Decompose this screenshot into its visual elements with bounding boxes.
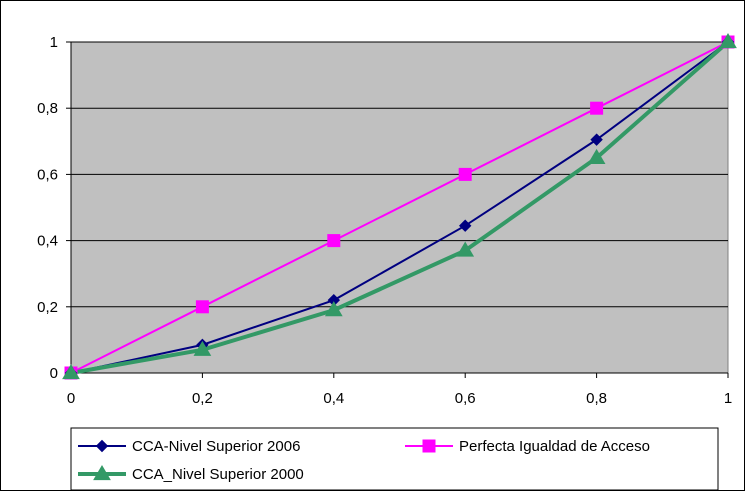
y-tick-label: 0,2 xyxy=(37,299,58,316)
x-tick-label: 1 xyxy=(724,390,732,407)
y-tick-label: 0,8 xyxy=(37,100,58,117)
series-line-square xyxy=(70,41,729,374)
data-point-square xyxy=(327,234,341,248)
legend-marker-square xyxy=(422,439,436,453)
x-tick-label: 0 xyxy=(67,390,75,407)
legend-marker-diamond xyxy=(95,439,109,453)
y-tick-label: 0,6 xyxy=(37,166,58,183)
data-point-square xyxy=(195,300,209,314)
series-line-diamond xyxy=(70,41,729,374)
y-tick-label: 0,4 xyxy=(37,233,58,250)
data-point-triangle xyxy=(62,364,80,380)
x-tick-label: 0,8 xyxy=(586,390,607,407)
data-point-square xyxy=(590,101,604,115)
x-tick-label: 0,4 xyxy=(323,390,344,407)
data-point-triangle xyxy=(456,241,475,257)
x-tick-label: 0,6 xyxy=(455,390,476,407)
legend xyxy=(70,427,719,491)
data-point-triangle xyxy=(719,33,737,49)
legend-marker-triangle xyxy=(93,465,111,481)
data-point-triangle xyxy=(193,340,212,356)
legend-label: CCA_Nivel Superior 2000 xyxy=(132,466,304,483)
data-point-triangle xyxy=(324,301,343,317)
data-point-diamond xyxy=(458,219,472,232)
series-line-triangle xyxy=(70,40,730,375)
y-tick-label: 1 xyxy=(50,34,58,51)
data-point-triangle xyxy=(587,148,606,164)
y-tick-label: 0 xyxy=(50,365,58,382)
data-point-diamond xyxy=(590,133,603,146)
legend-label: CCA-Nivel Superior 2006 xyxy=(132,438,300,455)
legend-label: Perfecta Igualdad de Acceso xyxy=(459,438,650,455)
data-point-square xyxy=(458,167,472,181)
x-tick-label: 0,2 xyxy=(192,390,213,407)
